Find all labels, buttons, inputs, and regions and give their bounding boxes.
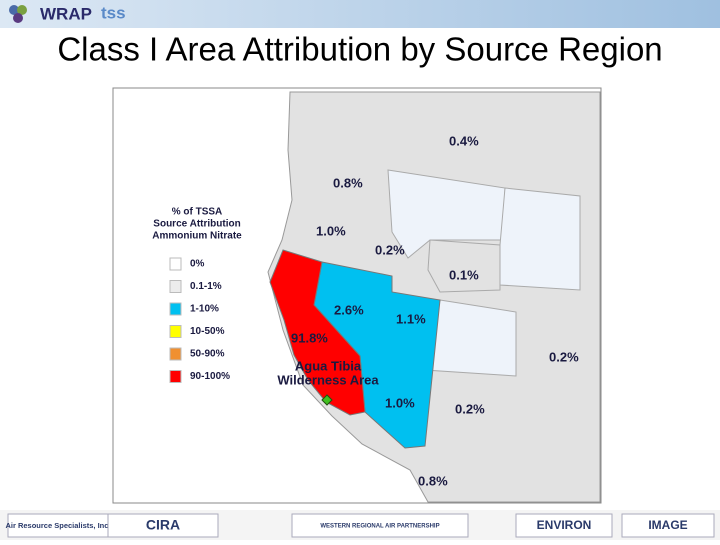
region-label: 91.8% [291, 330, 328, 345]
site-marker [321, 394, 333, 406]
legend-title: Source Attribution [153, 219, 240, 230]
region-label: 0.1% [449, 267, 479, 282]
legend-swatch [169, 325, 182, 338]
region-label: 0.8% [333, 175, 363, 190]
legend-label: 90-100% [190, 371, 230, 382]
legend-title: Ammonium Nitrate [152, 231, 242, 242]
footer-logo-box [621, 513, 715, 538]
logo-suffix: tss [101, 3, 126, 22]
legend-label: 50-90% [190, 349, 225, 360]
map [112, 87, 602, 504]
legend-swatch [169, 370, 182, 383]
state [427, 239, 501, 293]
footer-logo-box [515, 513, 613, 538]
region-label: 1.1% [396, 311, 426, 326]
legend-label: 1-10% [190, 304, 219, 315]
footer-logo: WESTERN REGIONAL AIR PARTNERSHIP [320, 524, 439, 530]
logo-icon [9, 5, 27, 23]
footer-logo-box [291, 513, 469, 538]
region-label: 0.2% [455, 401, 485, 416]
region-label: 2.6% [334, 302, 364, 317]
legend-label: 0% [190, 259, 205, 270]
region-label: 0.2% [549, 349, 579, 364]
region-label: 0.4% [449, 133, 479, 148]
site-label: Wilderness Area [277, 372, 379, 387]
legend-label: 0.1-1% [190, 281, 222, 292]
legend-swatch [169, 257, 182, 271]
header-bar [0, 0, 720, 28]
title: Class I Area Attribution by Source Regio… [57, 31, 662, 68]
legend-title: % of TSSA [172, 207, 223, 218]
footer-logo: ENVIRON [537, 518, 592, 532]
legend-swatch [169, 302, 182, 316]
footer-logo: CIRA [146, 517, 180, 533]
region-label: 0.8% [418, 473, 448, 488]
region-label: 0.2% [375, 242, 405, 257]
source-region [269, 249, 366, 416]
legend-swatch [169, 347, 182, 361]
site-label: Agua Tibia [295, 358, 362, 373]
footer-logo: IMAGE [648, 518, 687, 532]
footer-logo-box [107, 513, 219, 538]
state [499, 187, 581, 291]
region-label: 1.0% [385, 395, 415, 410]
footer-logo: Air Resource Specialists, Inc. [5, 521, 110, 530]
logo: WRAP [40, 4, 92, 23]
region-label: 1.0% [316, 223, 346, 238]
legend-swatch [169, 280, 182, 293]
legend-label: 10-50% [190, 326, 225, 337]
